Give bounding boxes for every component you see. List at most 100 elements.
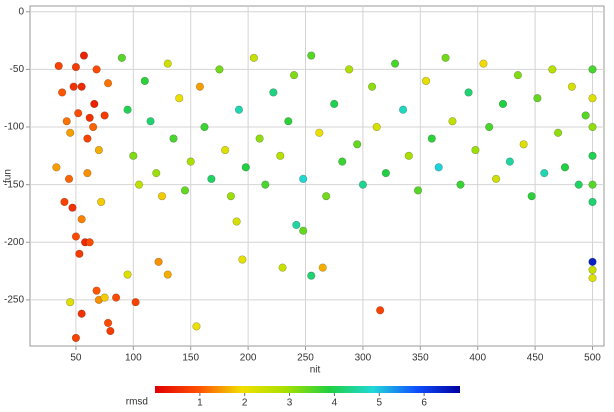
y-tick-label: -250 (4, 295, 24, 306)
point (588, 94, 597, 103)
point (358, 180, 368, 189)
point (195, 82, 205, 91)
x-tick-label: 50 (70, 353, 82, 364)
point (169, 134, 178, 143)
point (588, 65, 597, 74)
colorbar-tick-label: 4 (332, 398, 338, 409)
point (574, 180, 583, 189)
x-tick-label: 250 (297, 353, 314, 364)
point (471, 145, 480, 155)
point (77, 309, 86, 318)
point (140, 76, 149, 86)
point (372, 122, 381, 132)
point (519, 140, 528, 149)
point (588, 122, 597, 132)
point (64, 174, 74, 183)
point (479, 59, 488, 68)
point (123, 270, 132, 279)
point (315, 128, 324, 137)
point (421, 76, 431, 86)
point (345, 65, 354, 74)
point (66, 298, 75, 307)
point (180, 186, 190, 195)
point (249, 53, 258, 62)
point (92, 286, 101, 295)
point (192, 322, 201, 331)
point (434, 163, 443, 172)
point (85, 238, 94, 247)
point (83, 134, 92, 143)
x-tick-label: 500 (584, 353, 601, 364)
point (94, 145, 103, 155)
point (588, 273, 597, 283)
x-tick-label: 200 (240, 353, 257, 364)
plot-area (29, 5, 605, 347)
x-tick-label: 450 (527, 353, 544, 364)
point (307, 51, 316, 60)
point (338, 157, 347, 166)
point (368, 82, 377, 91)
point (278, 263, 287, 272)
point (238, 255, 247, 264)
point (588, 197, 597, 207)
point (117, 53, 126, 62)
point (207, 174, 216, 183)
colorbar-tick-label: 1 (197, 398, 203, 409)
x-tick-label: 350 (412, 353, 429, 364)
point (175, 94, 184, 103)
point (567, 82, 576, 91)
point (553, 128, 563, 137)
point (318, 263, 327, 272)
point (75, 249, 84, 258)
point (92, 65, 101, 74)
point (588, 180, 597, 189)
point (215, 65, 224, 74)
point (157, 192, 167, 201)
point (90, 99, 99, 109)
x-tick-label: 300 (355, 353, 372, 364)
point (404, 151, 413, 160)
point (376, 306, 385, 315)
point (413, 186, 423, 195)
point (540, 169, 549, 178)
point (134, 180, 144, 189)
point (100, 111, 109, 120)
point (269, 88, 278, 97)
point (299, 174, 308, 183)
point (97, 197, 106, 207)
point (390, 59, 400, 68)
point (52, 163, 61, 172)
y-axis-label: fun (3, 169, 14, 183)
point (100, 293, 109, 302)
point (58, 88, 67, 97)
y-tick-label: 0 (18, 6, 24, 17)
point (106, 326, 115, 336)
point (588, 257, 597, 266)
point (330, 99, 339, 109)
point (226, 192, 235, 201)
point (68, 203, 77, 212)
x-tick-label: 150 (182, 353, 199, 364)
point (123, 105, 132, 114)
point (85, 113, 94, 122)
point (353, 140, 362, 149)
colorbar (155, 386, 460, 393)
point (284, 117, 293, 126)
point (103, 318, 113, 328)
point (399, 105, 408, 114)
point (54, 61, 63, 71)
point (261, 180, 270, 189)
point (441, 53, 450, 62)
point (588, 151, 597, 160)
point (103, 79, 113, 88)
point (89, 122, 98, 132)
point (491, 174, 501, 183)
x-tick-label: 400 (469, 353, 486, 364)
point (77, 215, 86, 224)
point (83, 169, 92, 178)
point (77, 82, 86, 91)
x-tick-label: 100 (125, 353, 142, 364)
point (289, 71, 299, 80)
point (221, 145, 230, 155)
